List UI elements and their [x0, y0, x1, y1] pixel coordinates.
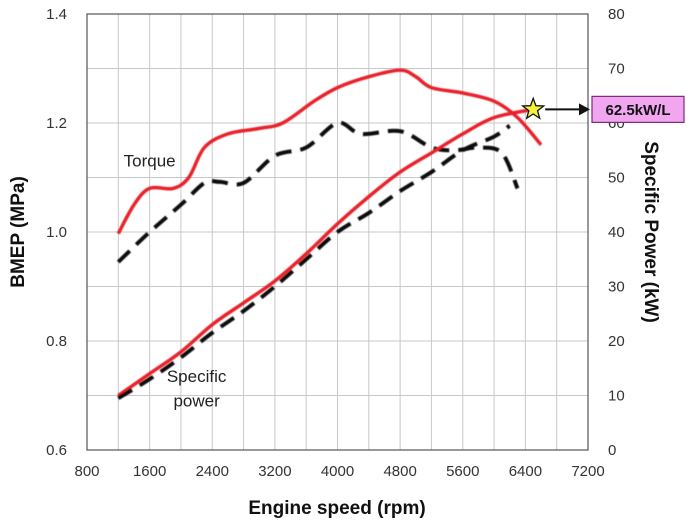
y2-tick-label: 50 [608, 170, 625, 187]
series-line-2 [117, 107, 534, 397]
y2-tick-label: 10 [608, 388, 625, 405]
y-tick-label: 0.8 [46, 333, 67, 350]
series-line-0 [116, 68, 543, 235]
series-group [116, 68, 543, 400]
x-tick-label: 4000 [321, 463, 354, 480]
x-tick-labels: 800 1600 2400 3200 4000 4800 5600 6400 7200 [74, 463, 604, 480]
callout-text: 62.5kW/L [605, 102, 670, 119]
watermark: 头条 @学究又不正经的杂货铺 [485, 493, 684, 510]
y-tick-labels: 0.6 0.8 1.0 1.2 1.4 [46, 6, 67, 459]
y2-tick-label: 70 [608, 61, 625, 78]
y-tick-label: 1.0 [46, 224, 67, 241]
star-marker [520, 96, 546, 120]
x-axis-title: Engine speed (rpm) [248, 498, 425, 519]
annotation-label: Specific [167, 367, 227, 386]
y-tick-label: 1.4 [46, 6, 67, 23]
y2-axis-title: Specific Power (kW) [640, 141, 661, 323]
y-axis-title: BMEP (MPa) [8, 176, 29, 288]
x-tick-label: 1600 [133, 463, 166, 480]
annotation-label: Torque [124, 152, 176, 171]
x-tick-label: 6400 [509, 463, 542, 480]
y2-tick-label: 20 [608, 333, 625, 350]
callout-badge [591, 95, 685, 123]
y2-tick-label: 40 [608, 224, 625, 241]
callout: 62.5kW/L [520, 95, 685, 123]
x-tick-label: 800 [74, 463, 99, 480]
x-tick-label: 2400 [196, 463, 229, 480]
x-tick-label: 5600 [446, 463, 479, 480]
y-tick-label: 0.6 [46, 442, 67, 459]
x-tick-label: 4800 [383, 463, 416, 480]
plot-frame [86, 13, 589, 451]
x-tick-label: 7200 [571, 463, 604, 480]
y2-tick-label: 80 [608, 6, 625, 23]
annotations: Torque Specific power [124, 152, 227, 411]
x-tick-label: 3200 [258, 463, 291, 480]
y2-tick-label: 0 [608, 442, 616, 459]
annotation-label: power [173, 391, 220, 410]
y-tick-label: 1.2 [46, 115, 67, 132]
y2-tick-label: 30 [608, 279, 625, 296]
series-line-3 [117, 124, 511, 400]
callout-arrow-head [579, 103, 590, 116]
